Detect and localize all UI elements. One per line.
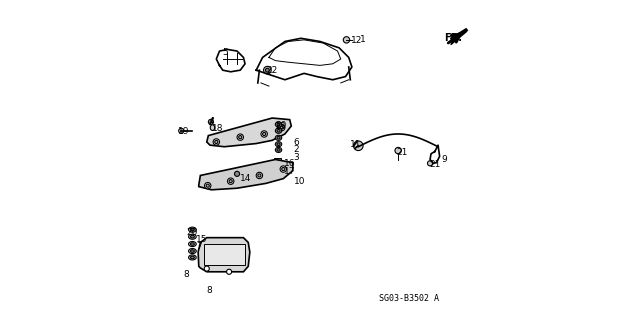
Ellipse shape bbox=[256, 172, 262, 179]
Ellipse shape bbox=[237, 134, 243, 140]
Ellipse shape bbox=[275, 128, 282, 133]
Text: 19: 19 bbox=[178, 127, 189, 136]
Text: FR.: FR. bbox=[444, 33, 462, 43]
Ellipse shape bbox=[204, 266, 209, 271]
Ellipse shape bbox=[191, 256, 195, 259]
Ellipse shape bbox=[353, 141, 363, 151]
Ellipse shape bbox=[395, 147, 401, 154]
Text: 12: 12 bbox=[351, 36, 363, 45]
Ellipse shape bbox=[227, 178, 234, 184]
Ellipse shape bbox=[275, 135, 282, 140]
Bar bbox=[274, 158, 281, 164]
Ellipse shape bbox=[206, 184, 209, 187]
Text: 7: 7 bbox=[196, 242, 202, 251]
Text: 18: 18 bbox=[212, 124, 223, 133]
Ellipse shape bbox=[343, 37, 349, 43]
Ellipse shape bbox=[191, 243, 195, 245]
Ellipse shape bbox=[189, 227, 196, 232]
Ellipse shape bbox=[264, 66, 271, 74]
Ellipse shape bbox=[280, 164, 287, 171]
Ellipse shape bbox=[275, 142, 282, 147]
Polygon shape bbox=[207, 118, 291, 147]
Ellipse shape bbox=[275, 122, 282, 127]
Ellipse shape bbox=[191, 235, 195, 238]
Ellipse shape bbox=[227, 269, 232, 274]
Ellipse shape bbox=[262, 132, 266, 136]
Text: 21: 21 bbox=[396, 148, 407, 157]
Ellipse shape bbox=[179, 128, 184, 133]
Text: 22: 22 bbox=[266, 66, 278, 75]
Ellipse shape bbox=[205, 182, 211, 189]
Text: 14: 14 bbox=[239, 174, 251, 182]
Ellipse shape bbox=[277, 137, 280, 139]
Ellipse shape bbox=[277, 143, 280, 145]
Polygon shape bbox=[198, 238, 250, 272]
Ellipse shape bbox=[277, 123, 280, 126]
Polygon shape bbox=[199, 160, 293, 190]
Text: 4: 4 bbox=[209, 117, 214, 126]
Ellipse shape bbox=[280, 126, 284, 129]
Ellipse shape bbox=[209, 119, 214, 124]
Ellipse shape bbox=[213, 139, 220, 145]
Ellipse shape bbox=[191, 228, 195, 231]
Ellipse shape bbox=[211, 125, 215, 130]
Ellipse shape bbox=[277, 130, 280, 132]
Ellipse shape bbox=[234, 171, 239, 176]
Text: 17: 17 bbox=[284, 167, 296, 176]
Text: 1: 1 bbox=[360, 35, 365, 44]
Text: 10: 10 bbox=[294, 177, 305, 186]
Ellipse shape bbox=[275, 147, 282, 152]
Polygon shape bbox=[204, 244, 245, 265]
Ellipse shape bbox=[258, 174, 261, 177]
Polygon shape bbox=[451, 29, 467, 45]
Text: 2: 2 bbox=[293, 145, 298, 154]
Text: 15: 15 bbox=[196, 235, 208, 244]
Ellipse shape bbox=[280, 166, 287, 172]
Text: 8: 8 bbox=[184, 270, 189, 279]
Ellipse shape bbox=[282, 167, 285, 171]
Text: SG03-B3502 A: SG03-B3502 A bbox=[380, 294, 439, 303]
Ellipse shape bbox=[189, 255, 196, 260]
Text: 16: 16 bbox=[284, 159, 296, 168]
Ellipse shape bbox=[278, 124, 285, 131]
Text: 13: 13 bbox=[275, 122, 287, 131]
Ellipse shape bbox=[191, 250, 195, 252]
Ellipse shape bbox=[189, 234, 196, 239]
Text: 21: 21 bbox=[429, 160, 441, 169]
Text: 5: 5 bbox=[223, 48, 228, 57]
Ellipse shape bbox=[215, 140, 218, 144]
Ellipse shape bbox=[239, 136, 242, 139]
Ellipse shape bbox=[277, 149, 280, 151]
Text: 8: 8 bbox=[207, 286, 212, 295]
Ellipse shape bbox=[229, 180, 232, 183]
Ellipse shape bbox=[261, 131, 268, 137]
Ellipse shape bbox=[189, 241, 196, 247]
Text: 11: 11 bbox=[349, 140, 361, 149]
Text: 3: 3 bbox=[293, 153, 299, 162]
Ellipse shape bbox=[266, 68, 269, 72]
Ellipse shape bbox=[189, 249, 196, 254]
Text: 20: 20 bbox=[187, 228, 198, 237]
Text: 20: 20 bbox=[275, 121, 287, 130]
Ellipse shape bbox=[428, 161, 433, 166]
Text: 9: 9 bbox=[441, 155, 447, 164]
Text: 6: 6 bbox=[293, 138, 299, 147]
